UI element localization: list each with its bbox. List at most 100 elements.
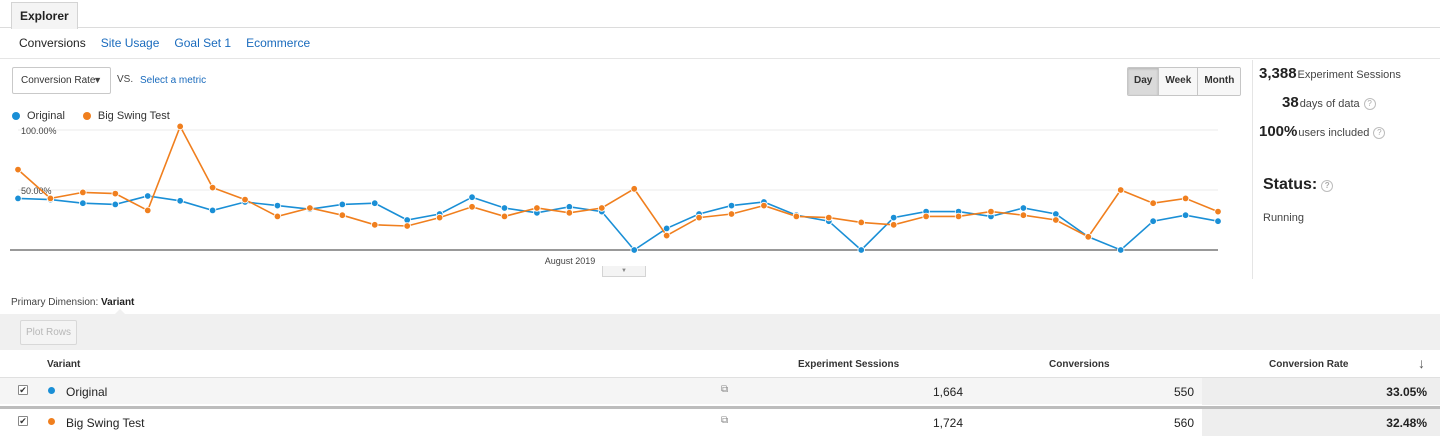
data-point bbox=[144, 206, 152, 215]
experiment-stats-panel: 3,388Experiment Sessions 38days of data?… bbox=[1252, 60, 1438, 279]
data-point bbox=[857, 218, 865, 227]
users-value: 100% bbox=[1259, 123, 1298, 140]
collapse-chart-handle[interactable]: ▼ bbox=[602, 266, 646, 277]
data-point bbox=[825, 213, 833, 222]
data-point bbox=[760, 201, 768, 210]
data-point bbox=[144, 192, 152, 200]
data-point bbox=[403, 222, 411, 230]
data-point bbox=[111, 200, 119, 209]
header-rate[interactable]: Conversion Rate bbox=[1269, 359, 1349, 370]
data-point bbox=[1149, 217, 1157, 225]
help-icon[interactable]: ? bbox=[1363, 98, 1376, 110]
primary-dimension: Primary Dimension: Variant bbox=[11, 297, 134, 308]
primary-dimension-value[interactable]: Variant bbox=[101, 297, 135, 308]
days-stat: 38days of data? bbox=[1282, 94, 1376, 111]
legend-item-original: Original bbox=[12, 110, 65, 122]
series-line-1 bbox=[17, 124, 1219, 238]
help-icon[interactable]: ? bbox=[1373, 127, 1386, 139]
period-month-button[interactable]: Month bbox=[1197, 68, 1241, 95]
data-point bbox=[1117, 186, 1125, 194]
data-point bbox=[630, 246, 638, 254]
legend-item-variant: Big Swing Test bbox=[82, 110, 170, 122]
conversions-cell: 550 bbox=[1173, 385, 1194, 399]
sessions-stat: 3,388Experiment Sessions bbox=[1259, 65, 1401, 82]
data-point bbox=[338, 200, 347, 209]
period-toggle: Day Week Month bbox=[1127, 67, 1242, 96]
days-value: 38 bbox=[1282, 94, 1299, 111]
subtab-site-usage[interactable]: Site Usage bbox=[100, 36, 160, 50]
data-point bbox=[14, 194, 22, 203]
vs-label: VS. bbox=[117, 74, 134, 85]
row-checkbox[interactable]: ✔ bbox=[18, 416, 28, 426]
chart-legend: Original Big Swing Test bbox=[12, 110, 170, 122]
conversion-rate-chart[interactable]: 100.00% 50.00% August 2019 bbox=[0, 118, 1240, 268]
data-point bbox=[727, 210, 736, 218]
results-table: Variant Experiment Sessions Conversions … bbox=[0, 350, 1440, 436]
legend-dot bbox=[12, 112, 20, 120]
sessions-cell: 1,664 bbox=[932, 385, 963, 399]
data-point bbox=[954, 212, 963, 221]
data-point bbox=[1214, 207, 1222, 216]
data-point bbox=[468, 193, 476, 201]
period-week-button[interactable]: Week bbox=[1158, 68, 1198, 95]
table-row: ✔ Original ⧉ 1,664 550 33.05% bbox=[0, 377, 1440, 405]
row-checkbox[interactable]: ✔ bbox=[18, 385, 28, 395]
subtab-ecommerce[interactable]: Ecommerce bbox=[246, 36, 311, 50]
data-point bbox=[1181, 211, 1190, 219]
divider bbox=[0, 58, 1440, 59]
help-icon[interactable]: ? bbox=[1321, 180, 1334, 192]
data-point bbox=[468, 203, 476, 211]
data-point bbox=[727, 201, 736, 210]
data-point bbox=[987, 207, 995, 216]
table-row: ✔ Big Swing Test ⧉ 1,724 560 32.48% bbox=[0, 406, 1440, 436]
status-title-text: Status: bbox=[1263, 176, 1318, 193]
sort-arrow-icon[interactable]: ↓ bbox=[1418, 355, 1425, 371]
header-conversions[interactable]: Conversions bbox=[1049, 359, 1110, 370]
sessions-value: 3,388 bbox=[1259, 65, 1297, 82]
days-label: days of data bbox=[1299, 98, 1360, 110]
variant-name: Original bbox=[66, 385, 108, 399]
header-sessions[interactable]: Experiment Sessions bbox=[798, 359, 900, 370]
data-point bbox=[630, 185, 638, 193]
rate-value: 32.48% bbox=[1386, 416, 1427, 430]
select-metric-link[interactable]: Select a metric bbox=[140, 75, 207, 86]
status-value: Running bbox=[1263, 212, 1304, 224]
y-tick-label: 100.00% bbox=[21, 126, 57, 136]
period-day-button[interactable]: Day bbox=[1128, 68, 1159, 95]
series-line-0 bbox=[17, 195, 1219, 252]
subtab-goal-set-1[interactable]: Goal Set 1 bbox=[174, 36, 232, 50]
metric-dropdown[interactable]: Conversion Rate ▼ bbox=[12, 67, 111, 94]
data-point bbox=[1181, 194, 1190, 203]
series-dot bbox=[48, 418, 55, 425]
rate-cell: 32.48% bbox=[1202, 409, 1440, 436]
data-point bbox=[662, 231, 671, 240]
data-point bbox=[338, 211, 347, 219]
data-point bbox=[435, 213, 444, 222]
data-point bbox=[500, 212, 509, 221]
variant-name: Big Swing Test bbox=[66, 416, 145, 430]
data-point bbox=[14, 165, 22, 174]
y-tick-label: 50.00% bbox=[21, 186, 52, 196]
data-point bbox=[662, 224, 671, 233]
data-point bbox=[1052, 216, 1060, 224]
data-point bbox=[1214, 217, 1222, 225]
data-point bbox=[889, 213, 898, 222]
data-point bbox=[79, 188, 87, 197]
x-axis-label: August 2019 bbox=[545, 256, 596, 266]
status-title: Status:? bbox=[1263, 176, 1334, 194]
conversions-cell: 560 bbox=[1173, 416, 1194, 430]
data-point bbox=[889, 221, 898, 229]
header-variant[interactable]: Variant bbox=[47, 359, 81, 370]
users-stat: 100%users included? bbox=[1259, 123, 1386, 140]
table-header: Variant Experiment Sessions Conversions … bbox=[0, 350, 1440, 377]
plot-rows-button[interactable]: Plot Rows bbox=[20, 320, 77, 345]
tab-explorer[interactable]: Explorer bbox=[11, 2, 78, 29]
users-label: users included bbox=[1298, 127, 1370, 139]
popout-icon[interactable]: ⧉ bbox=[721, 384, 729, 395]
sessions-cell: 1,724 bbox=[932, 416, 963, 430]
subtab-conversions[interactable]: Conversions bbox=[19, 36, 86, 50]
popout-icon[interactable]: ⧉ bbox=[721, 415, 729, 426]
data-point bbox=[1084, 233, 1092, 241]
data-point bbox=[1117, 246, 1125, 254]
primary-dimension-label: Primary Dimension: bbox=[11, 297, 99, 308]
